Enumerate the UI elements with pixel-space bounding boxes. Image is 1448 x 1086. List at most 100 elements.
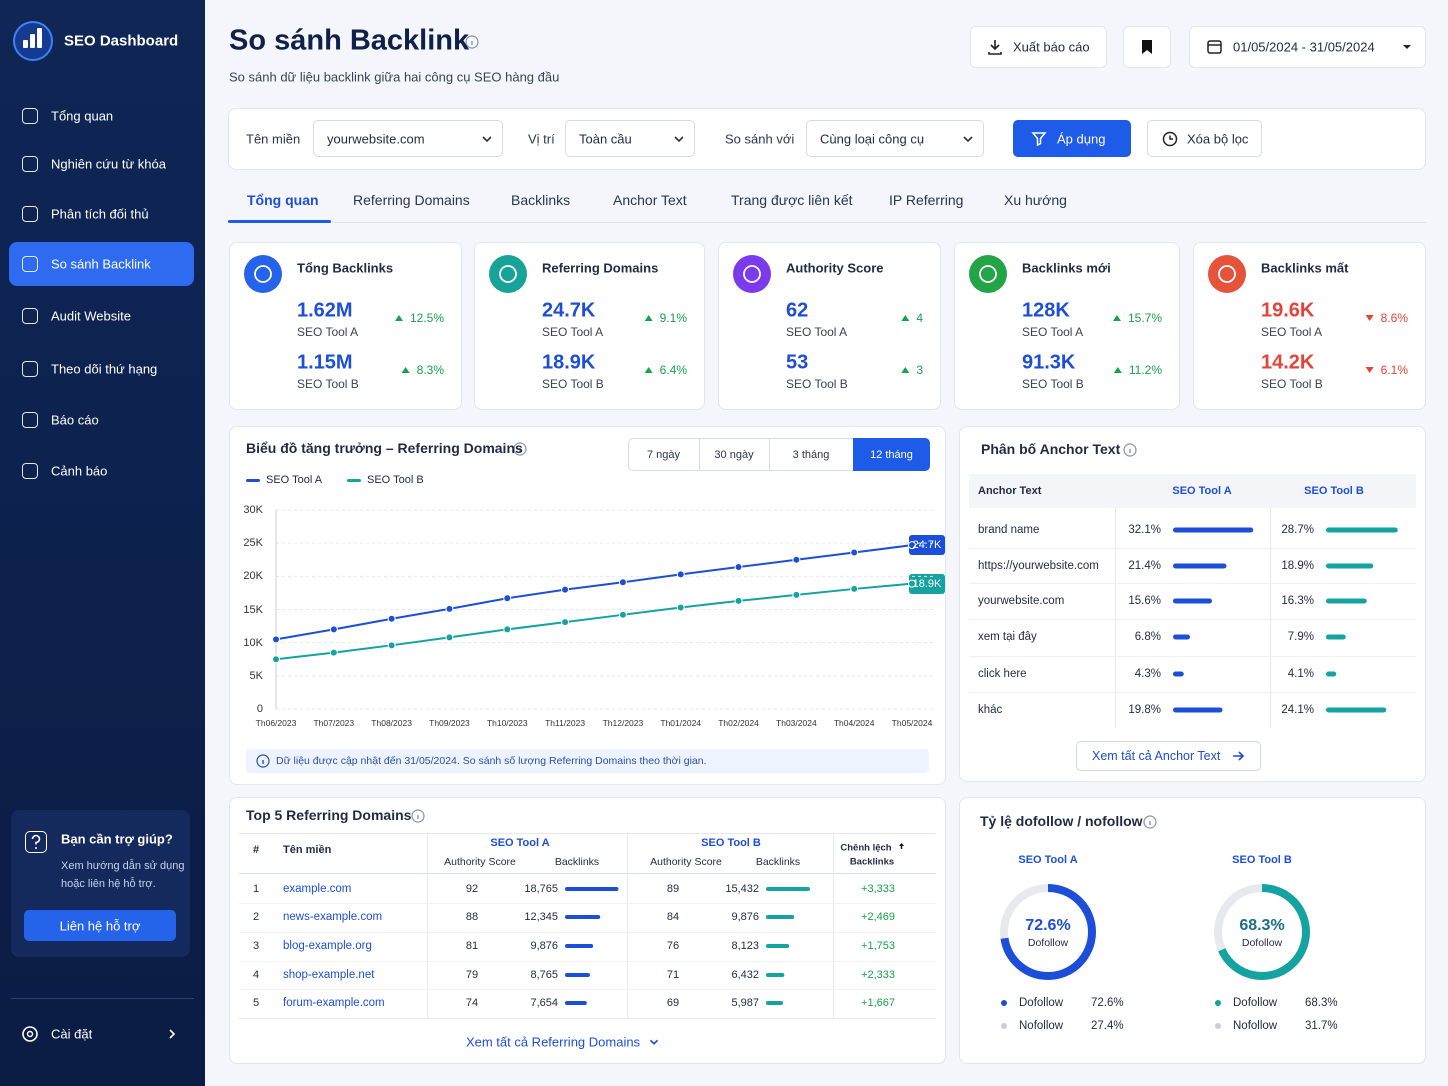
help-title: Bạn cần trợ giúp? [61, 831, 173, 847]
tab[interactable]: IP Referring [889, 192, 964, 208]
period-button[interactable] [699, 438, 769, 471]
period-button[interactable] [853, 438, 930, 471]
column-divider [1270, 508, 1271, 728]
date-button[interactable] [1189, 26, 1426, 68]
period-button[interactable] [769, 438, 853, 471]
top-domains-panel [229, 797, 946, 1064]
header-line [239, 833, 936, 834]
card-change: 8.3% [402, 363, 444, 377]
nav-item[interactable]: Phân tích đối thủ [51, 206, 149, 222]
panel-title: Top 5 Referring Domains [246, 807, 412, 823]
tab[interactable]: Trang được liên kết [731, 192, 853, 208]
help-button-label[interactable]: Liên hệ hỗ trợ [59, 918, 141, 934]
backlinks-count: 8,765 [530, 969, 558, 981]
anchor-text: brand name [978, 524, 1040, 536]
row-divider [969, 656, 1416, 657]
tab[interactable]: Xu hướng [1004, 192, 1067, 208]
nav-icon [22, 361, 38, 377]
chart-title: Biểu đồ tăng trưởng – Referring Domains [246, 440, 523, 456]
end-label: 24.7K [912, 539, 942, 552]
rank: 4 [253, 969, 260, 981]
domain-link[interactable]: blog-example.org [283, 940, 372, 952]
date-range[interactable]: 01/05/2024 - 31/05/2024 [1233, 39, 1375, 55]
rank: 1 [253, 883, 260, 895]
select-box[interactable] [806, 120, 984, 157]
export-label[interactable]: Xuất báo cáo [1013, 39, 1090, 55]
y-tick-label: 0 [256, 703, 263, 715]
row-divider [969, 619, 1416, 620]
help-button[interactable] [24, 910, 176, 941]
difference: +3,333 [861, 883, 895, 895]
card-icon [969, 255, 1007, 293]
card-tool-label: SEO Tool B [1261, 377, 1323, 391]
domain-link[interactable]: example.com [283, 883, 352, 895]
value-label: 24.1% [1281, 704, 1314, 716]
card-change: 15.7% [1113, 311, 1162, 325]
apply-label[interactable]: Áp dụng [1057, 131, 1106, 147]
nav-item[interactable]: Theo dõi thứ hạng [51, 361, 158, 377]
card-change: 12.5% [395, 311, 444, 325]
filter-label: Vị trí [528, 131, 555, 147]
difference: +1,753 [861, 940, 895, 952]
nav-item[interactable]: Audit Website [51, 308, 131, 324]
nav-item[interactable]: Nghiên cứu từ khóa [51, 156, 166, 172]
nav-item[interactable]: Cảnh báo [51, 463, 108, 479]
authority-score: 79 [465, 969, 479, 981]
tab[interactable]: Tổng quan [247, 192, 319, 208]
domain-link[interactable]: shop-example.net [283, 969, 375, 981]
legend-name: Nofollow [1019, 1020, 1064, 1032]
select-box[interactable] [565, 120, 695, 157]
x-tick-label: Th11/2023 [545, 718, 586, 728]
settings-item[interactable]: Cài đặt [51, 1026, 93, 1042]
card-title: Referring Domains [542, 260, 659, 276]
value-label: 7.9% [1287, 631, 1314, 643]
x-tick-label: Th12/2023 [602, 718, 644, 728]
period-label[interactable]: 7 ngày [646, 449, 681, 461]
card-tool-label: SEO Tool B [542, 377, 604, 391]
nav-item[interactable]: Tổng quan [51, 108, 114, 124]
select-box[interactable] [313, 120, 503, 157]
card-tool-label: SEO Tool A [297, 325, 359, 339]
backlinks-count: 8,123 [731, 940, 759, 952]
authority-score: 89 [666, 883, 680, 895]
authority-score: 69 [666, 997, 680, 1009]
card-value: 53 [786, 351, 809, 374]
help-text: Xem hướng dẫn sử dụng hoặc liên hệ hỗ tr… [61, 860, 185, 890]
clear-label[interactable]: Xóa bộ lọc [1187, 131, 1249, 147]
select-value[interactable]: Toàn cầu [579, 131, 632, 147]
nav-item[interactable]: So sánh Backlink [51, 256, 151, 272]
tool-name: SEO Tool B [1232, 854, 1292, 866]
value-label: 4.1% [1287, 668, 1314, 680]
value-label: 21.4% [1128, 560, 1161, 572]
authority-score: 76 [666, 940, 680, 952]
period-label[interactable]: 30 ngày [714, 449, 754, 461]
domain-link[interactable]: forum-example.com [283, 997, 385, 1009]
x-tick-label: Th05/2024 [891, 718, 933, 728]
column-header: # [253, 844, 260, 856]
view-all-link[interactable]: Xem tất cả Referring Domains [465, 1034, 641, 1050]
page-title: So sánh Backlink [229, 24, 470, 57]
card-change: 3 [901, 363, 923, 377]
card-value: 24.7K [542, 299, 596, 322]
column-divider [1115, 508, 1116, 728]
tab[interactable]: Referring Domains [353, 192, 470, 208]
period-label[interactable]: 3 tháng [792, 449, 830, 461]
view-all-link[interactable]: Xem tất cả Anchor Text [1092, 749, 1221, 763]
period-label[interactable]: 12 tháng [870, 449, 913, 461]
select-value[interactable]: yourwebsite.com [327, 131, 425, 147]
tab[interactable]: Anchor Text [613, 192, 687, 208]
y-tick-label: 30K [243, 504, 263, 516]
chart-note [246, 749, 929, 773]
legend-value: 27.4% [1091, 1020, 1124, 1032]
bookmark-button[interactable] [1123, 26, 1171, 68]
view-all-button[interactable] [1076, 741, 1261, 771]
donut-center-label: Dofollow [1241, 937, 1283, 949]
chart-note-text: Dữ liệu được cập nhật đến 31/05/2024. So… [276, 755, 707, 767]
domain-link[interactable]: news-example.com [283, 911, 383, 923]
card-change: 11.2% [1114, 363, 1162, 377]
nav-item[interactable]: Báo cáo [51, 412, 99, 428]
backlinks-count: 12,345 [524, 911, 558, 923]
tab[interactable]: Backlinks [511, 192, 571, 208]
select-value[interactable]: Cùng loại công cụ [820, 131, 925, 147]
row-divider [239, 989, 936, 990]
